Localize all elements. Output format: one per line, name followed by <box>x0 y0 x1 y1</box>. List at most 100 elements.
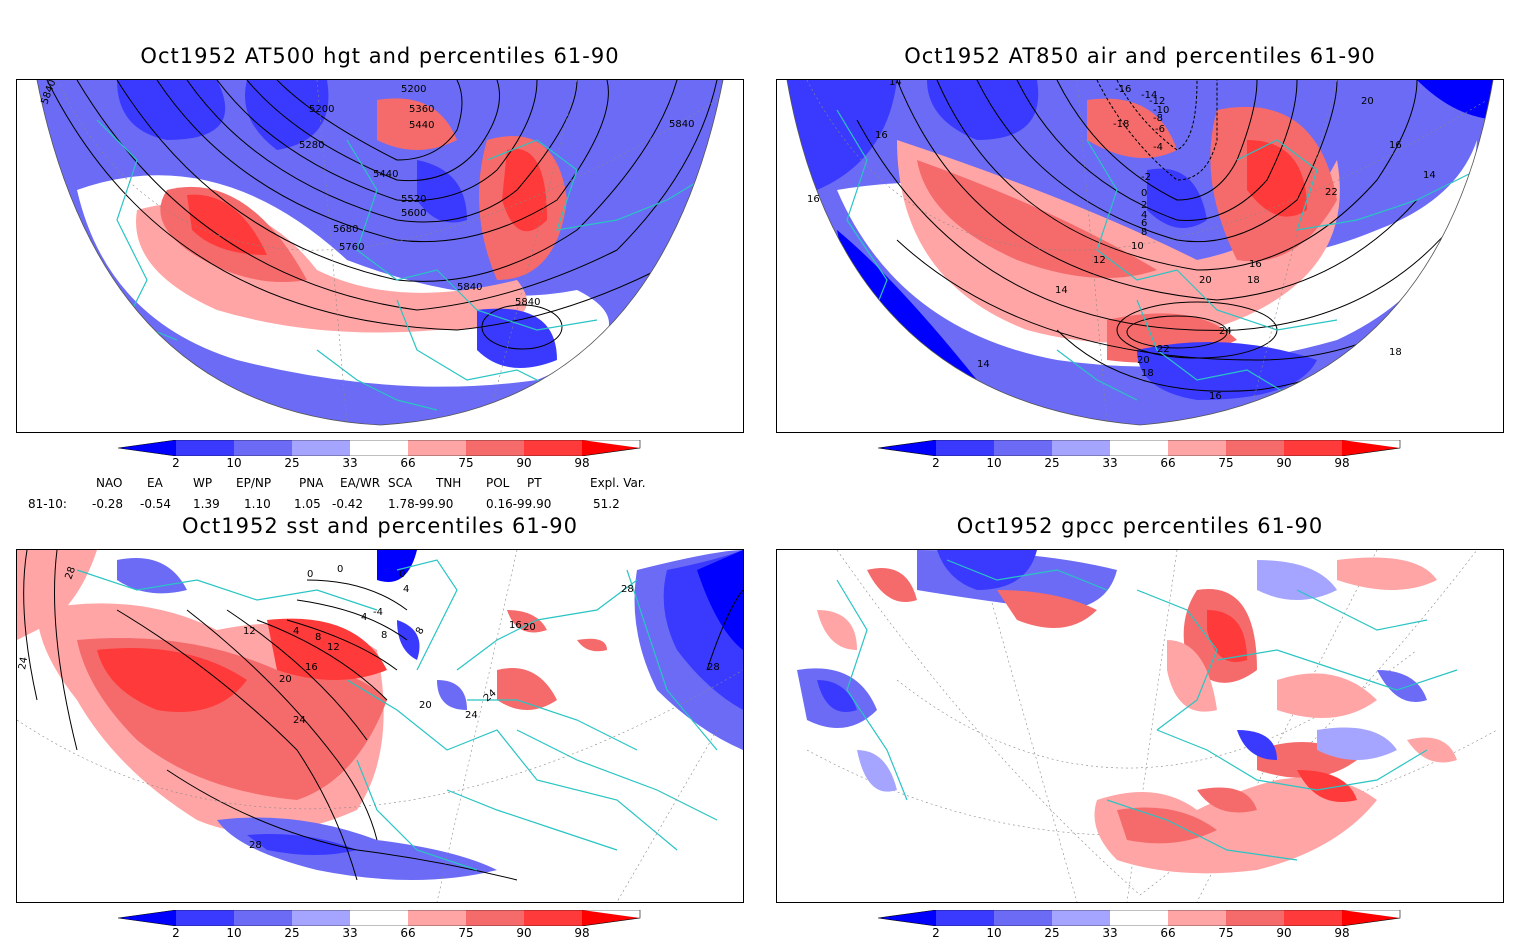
colorbar-tick: 10 <box>226 456 242 470</box>
colorbar-tick: 10 <box>986 456 1002 470</box>
contour-label: 24 <box>465 710 478 721</box>
colorbar-hgt500: 2 10 25 33 66 75 90 98 <box>117 439 648 474</box>
index-header: EP/NP <box>236 476 272 490</box>
colorbar-tick: 33 <box>342 456 358 470</box>
contour-label: 12 <box>1093 255 1106 266</box>
contour-label: 5520 <box>401 194 426 205</box>
contour-label: 14 <box>1423 170 1436 181</box>
index-value: 1.10 <box>244 497 271 511</box>
index-value: 1.78-99.90 <box>388 497 454 511</box>
contour-label: 16 <box>875 130 888 141</box>
colorbar-tick: 90 <box>1276 456 1292 470</box>
index-header: SCA <box>388 476 413 490</box>
colorbar-tick: 98 <box>574 926 590 940</box>
contour-label: 24 <box>293 715 306 726</box>
contour-label: 16 <box>807 194 820 205</box>
contour-label: 0 <box>1141 188 1147 199</box>
contour-label: 28 <box>621 584 634 595</box>
contour-labels-sst: 28 24 0 0 0 4 12 4 8 12 16 20 24 4 8 -4 … <box>17 564 720 851</box>
colorbar-tick: 66 <box>1160 926 1176 940</box>
colorbar-tick: 10 <box>986 926 1002 940</box>
colorbar-tick: 2 <box>172 456 180 470</box>
contour-label: 20 <box>279 674 292 685</box>
panel-title-air850: Oct1952 AT850 air and percentiles 61-90 <box>904 44 1376 68</box>
index-header: NAO <box>96 476 123 490</box>
contour-label: 5840 <box>457 282 482 293</box>
colorbar-tick: 33 <box>342 926 358 940</box>
map-panel-hgt500: 5840 5200 5200 5360 5440 5280 5440 5520 … <box>16 79 744 433</box>
contour-label: 5840 <box>515 297 540 308</box>
contour-label: 2 <box>1141 200 1147 211</box>
contour-label: 24 <box>482 688 499 705</box>
contour-label: 20 <box>1199 275 1212 286</box>
colorbar-tick: 66 <box>400 926 416 940</box>
contour-label: 10 <box>1131 241 1144 252</box>
colorbar-tick: 2 <box>932 456 940 470</box>
colorbar-tick: 90 <box>1276 926 1292 940</box>
index-header: PT <box>527 476 542 490</box>
index-header: Expl. Var. <box>590 476 646 490</box>
contour-label: 4 <box>293 626 299 637</box>
index-value: -0.28 <box>92 497 124 511</box>
contour-label: 22 <box>1157 344 1170 355</box>
contour-label: 5760 <box>339 242 364 253</box>
colorbar-tick: 90 <box>516 926 532 940</box>
contour-label: 14 <box>889 80 902 88</box>
contour-label: 20 <box>1361 96 1374 107</box>
contour-label: 16 <box>1209 391 1222 402</box>
colorbar-tick: 98 <box>1334 926 1350 940</box>
contour-label: -4 <box>373 607 383 618</box>
contour-label: 12 <box>243 626 256 637</box>
contour-label: 20 <box>419 700 432 711</box>
contour-label: 5840 <box>669 119 694 130</box>
contour-label: 4 <box>361 612 367 623</box>
contour-label: 5440 <box>373 169 398 180</box>
contour-label: 12 <box>327 642 340 653</box>
colorbar-air850: 2 10 25 33 66 75 90 98 <box>877 439 1408 474</box>
index-value: 1.39 <box>193 497 220 511</box>
contour-label: -12 <box>1149 96 1165 107</box>
map-panel-air850: 14 16 -16 -14 -12 -10 -8 -18 -6 20 -4 -2… <box>776 79 1504 433</box>
contour-label: 16 <box>1249 259 1262 270</box>
index-header: EA <box>147 476 163 490</box>
contour-label: 24 <box>1219 326 1232 337</box>
colorbar-tick: 66 <box>1160 456 1176 470</box>
colorbar-tick: 75 <box>1218 926 1234 940</box>
contour-label: 18 <box>1389 347 1402 358</box>
contour-label: 5440 <box>409 120 434 131</box>
contour-labels-air850: 14 16 -16 -14 -12 -10 -8 -18 -6 20 -4 -2… <box>807 80 1436 402</box>
contour-label: 16 <box>1389 140 1402 151</box>
teleconnection-indices: NAO EA WP EP/NP PNA EA/WR SCA TNH POL PT… <box>0 474 740 514</box>
contour-label: 20 <box>523 622 536 633</box>
colorbar-tick: 33 <box>1102 926 1118 940</box>
index-header: EA/WR <box>340 476 381 490</box>
contour-label: 8 <box>315 632 321 643</box>
colorbar-tick: 2 <box>172 926 180 940</box>
contour-label: 5200 <box>309 104 334 115</box>
contour-label: 28 <box>707 662 720 673</box>
contour-label: 28 <box>249 840 262 851</box>
contour-label: 5680 <box>333 224 358 235</box>
colorbar-tick: 10 <box>226 926 242 940</box>
contour-label: 4 <box>403 584 409 595</box>
index-value: 0.16-99.90 <box>486 497 552 511</box>
panel-title-hgt500: Oct1952 AT500 hgt and percentiles 61-90 <box>140 44 620 68</box>
contour-label: 5360 <box>409 104 434 115</box>
contour-label: -2 <box>1141 172 1151 183</box>
contour-label: -16 <box>1115 84 1131 95</box>
contour-label: 8 <box>414 625 427 636</box>
colorbar-tick: 75 <box>458 926 474 940</box>
contour-label: 16 <box>305 662 318 673</box>
contour-label: 14 <box>1055 285 1068 296</box>
colorbar-tick: 33 <box>1102 456 1118 470</box>
contour-label: -10 <box>1153 105 1169 116</box>
contour-label: 28 <box>63 565 78 581</box>
panel-title-gpcc: Oct1952 gpcc percentiles 61-90 <box>956 514 1324 538</box>
colorbar-tick: 25 <box>1044 926 1060 940</box>
colorbar-tick: 75 <box>1218 456 1234 470</box>
index-header: POL <box>486 476 510 490</box>
contour-label: 4 <box>1141 210 1147 221</box>
colorbar-tick: 25 <box>284 456 300 470</box>
contour-label: 22 <box>1325 187 1338 198</box>
index-header: TNH <box>436 476 462 490</box>
